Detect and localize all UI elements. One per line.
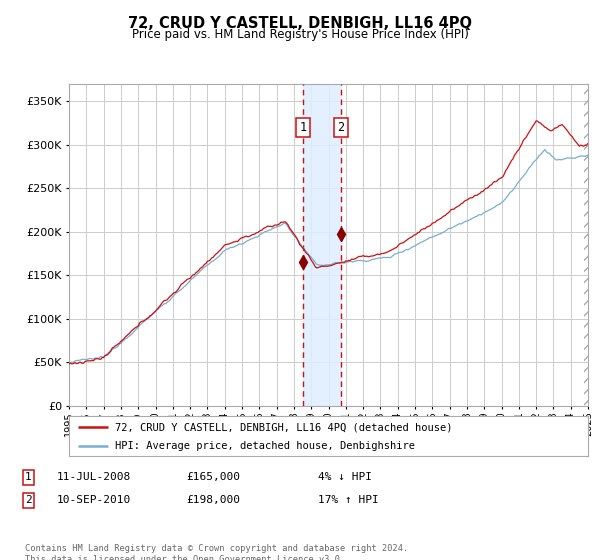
Text: 72, CRUD Y CASTELL, DENBIGH, LL16 4PQ (detached house): 72, CRUD Y CASTELL, DENBIGH, LL16 4PQ (d… [115, 422, 452, 432]
Text: Price paid vs. HM Land Registry's House Price Index (HPI): Price paid vs. HM Land Registry's House … [131, 28, 469, 41]
Bar [303, 84, 341, 406]
Text: £198,000: £198,000 [186, 495, 240, 505]
Text: 17% ↑ HPI: 17% ↑ HPI [318, 495, 379, 505]
Text: Contains HM Land Registry data © Crown copyright and database right 2024.
This d: Contains HM Land Registry data © Crown c… [25, 544, 409, 560]
Text: 2: 2 [337, 121, 344, 134]
Text: 11-JUL-2008: 11-JUL-2008 [57, 472, 131, 482]
Text: HPI: Average price, detached house, Denbighshire: HPI: Average price, detached house, Denb… [115, 441, 415, 451]
Text: 1: 1 [25, 472, 32, 482]
Text: 1: 1 [299, 121, 307, 134]
Text: 72, CRUD Y CASTELL, DENBIGH, LL16 4PQ: 72, CRUD Y CASTELL, DENBIGH, LL16 4PQ [128, 16, 472, 31]
Text: £165,000: £165,000 [186, 472, 240, 482]
Bar [584, 84, 588, 406]
Text: 10-SEP-2010: 10-SEP-2010 [57, 495, 131, 505]
Text: 2: 2 [25, 495, 32, 505]
Text: 4% ↓ HPI: 4% ↓ HPI [318, 472, 372, 482]
